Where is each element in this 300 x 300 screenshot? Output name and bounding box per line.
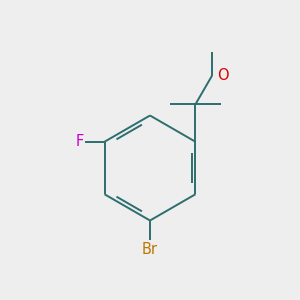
Text: F: F [75, 134, 83, 149]
Text: Br: Br [142, 242, 158, 257]
Text: O: O [218, 68, 229, 82]
